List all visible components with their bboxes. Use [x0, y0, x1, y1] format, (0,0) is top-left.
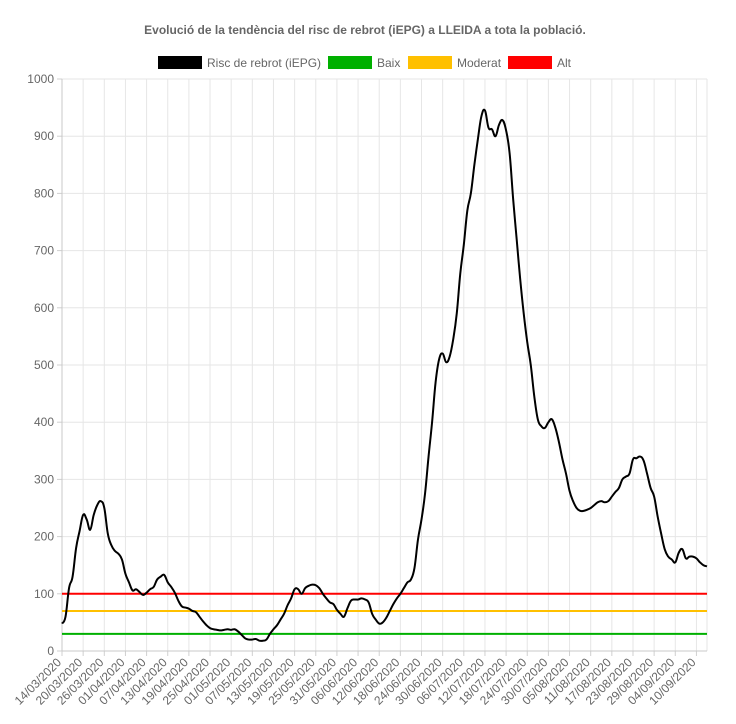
legend-swatch-moderat	[408, 56, 452, 69]
y-tick-label: 0	[47, 644, 54, 658]
y-tick-label: 900	[34, 129, 54, 143]
legend-swatch-baix	[328, 56, 372, 69]
legend-swatch-alt	[508, 56, 552, 69]
y-tick-label: 700	[34, 244, 54, 258]
y-tick-label: 400	[34, 415, 54, 429]
y-tick-label: 600	[34, 301, 54, 315]
legend: Risc de rebrot (iEPG) Baix Moderat Alt	[158, 56, 572, 70]
y-tick-label: 300	[34, 472, 54, 486]
series-line-risc	[61, 108, 708, 642]
x-axis: 14/03/202020/03/202026/03/202001/04/2020…	[12, 650, 707, 708]
plot-area	[61, 108, 708, 642]
legend-label-moderat: Moderat	[457, 56, 502, 70]
legend-item-baix[interactable]: Baix	[328, 56, 400, 70]
legend-label-baix: Baix	[377, 56, 400, 70]
legend-swatch-risc	[158, 56, 202, 69]
y-tick-label: 500	[34, 358, 54, 372]
y-tick-label: 100	[34, 587, 54, 601]
y-tick-label: 1000	[27, 72, 54, 86]
legend-label-risc: Risc de rebrot (iEPG)	[207, 56, 321, 70]
y-tick-label: 200	[34, 530, 54, 544]
y-tick-label: 800	[34, 186, 54, 200]
legend-label-alt: Alt	[557, 56, 572, 70]
legend-item-risc[interactable]: Risc de rebrot (iEPG)	[158, 56, 321, 70]
chart-title: Evolució de la tendència del risc de reb…	[144, 23, 586, 37]
grid	[61, 78, 708, 652]
y-axis: 0 100 200 300 400 500 600 700 800 900 1000	[27, 72, 63, 658]
legend-item-alt[interactable]: Alt	[508, 56, 572, 70]
legend-item-moderat[interactable]: Moderat	[408, 56, 502, 70]
